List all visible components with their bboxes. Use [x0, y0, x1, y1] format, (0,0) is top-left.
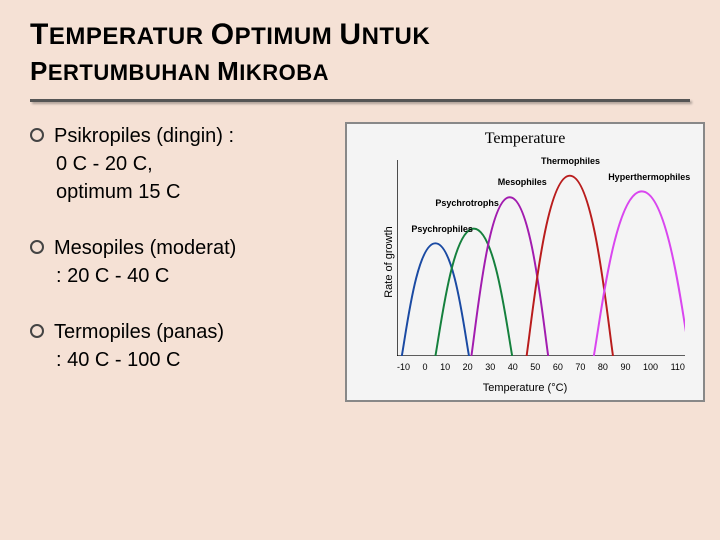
temperature-chart: Temperature Rate of growth Psychrophiles… — [345, 122, 705, 402]
list-item: Termopiles (panas): 40 C - 100 C — [30, 318, 330, 374]
bullet-line: 0 C - 20 C, — [56, 150, 330, 178]
xtick: 0 — [423, 362, 428, 372]
chart-ylabel: Rate of growth — [383, 226, 395, 298]
series-label: Mesophiles — [498, 177, 547, 187]
xtick: 60 — [553, 362, 563, 372]
list-item: Mesopiles (moderat): 20 C - 40 C — [30, 234, 330, 290]
bullet-line: optimum 15 C — [56, 178, 330, 206]
series-label: Psychrotrophs — [435, 198, 499, 208]
chart-xlabel: Temperature (°C) — [347, 382, 703, 394]
xtick: 40 — [508, 362, 518, 372]
xtick: 100 — [643, 362, 658, 372]
xtick: 70 — [575, 362, 585, 372]
bullet-head: Mesopiles (moderat) — [54, 234, 236, 262]
series-label: Thermophiles — [541, 156, 600, 166]
series-label: Hyperthermophiles — [608, 172, 690, 182]
xtick: 50 — [530, 362, 540, 372]
page-title: TEMPERATUR OPTIMUM UNTUK — [30, 18, 690, 52]
bullet-line: : 20 C - 40 C — [56, 262, 330, 290]
page-subtitle: PERTUMBUHAN MIKROBA — [30, 56, 690, 87]
xtick: 80 — [598, 362, 608, 372]
list-item: Psikropiles (dingin) :0 C - 20 C,optimum… — [30, 122, 330, 206]
xtick: 20 — [463, 362, 473, 372]
chart-xticks: -10 0 10 20 30 40 50 60 70 80 90 100 110 — [397, 362, 685, 372]
xtick: 10 — [440, 362, 450, 372]
bullet-head: Termopiles (panas) — [54, 318, 224, 346]
xtick: 90 — [620, 362, 630, 372]
bullet-line: : 40 C - 100 C — [56, 346, 330, 374]
xtick: 30 — [485, 362, 495, 372]
bullet-icon — [30, 324, 44, 338]
bullet-icon — [30, 240, 44, 254]
bullet-list: Psikropiles (dingin) :0 C - 20 C,optimum… — [30, 122, 340, 402]
series-label: Psychrophiles — [411, 224, 473, 234]
bullet-head: Psikropiles (dingin) : — [54, 122, 234, 150]
xtick: 110 — [671, 362, 685, 372]
xtick: -10 — [397, 362, 410, 372]
bullet-icon — [30, 128, 44, 142]
chart-title: Temperature — [347, 130, 703, 148]
divider — [30, 99, 690, 102]
